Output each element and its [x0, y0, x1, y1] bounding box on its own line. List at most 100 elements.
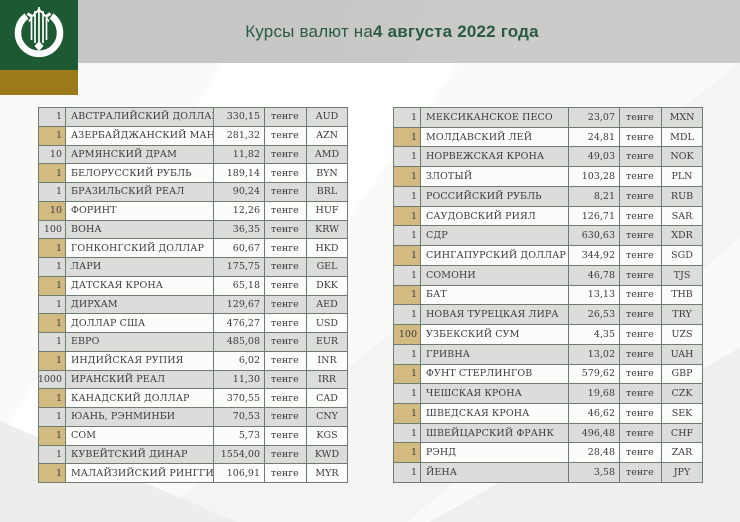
- rate-cell: 5,73: [214, 426, 265, 445]
- code-cell: BRL: [307, 183, 347, 201]
- table-row: 1 ДОЛЛАР США 476,27 тенге USD: [39, 314, 347, 333]
- rate-cell: 26,53: [569, 305, 620, 325]
- qty-cell: 1: [394, 147, 421, 167]
- table-row: 1 МЕКСИКАНСКОЕ ПЕСО 23,07 тенге MXN: [394, 108, 702, 128]
- qty-cell: 1: [394, 305, 421, 325]
- currency-name-cell: ФОРИНТ: [66, 201, 214, 220]
- table-row: 1 НОРВЕЖСКАЯ КРОНА 49,03 тенге NOK: [394, 147, 702, 168]
- rate-cell: 579,62: [569, 364, 620, 384]
- rate-cell: 46,78: [569, 265, 620, 285]
- code-cell: TJS: [662, 265, 702, 285]
- code-cell: HUF: [307, 201, 347, 220]
- code-cell: CAD: [307, 389, 347, 407]
- header-band: [0, 0, 740, 63]
- qty-cell: 1: [394, 463, 421, 482]
- code-cell: THB: [662, 285, 702, 305]
- table-row: 1 БЕЛОРУССКИЙ РУБЛЬ 189,14 тенге BYN: [39, 164, 347, 183]
- qty-cell: 1: [394, 186, 421, 206]
- table-row: 10 ФОРИНТ 12,26 тенге HUF: [39, 201, 347, 221]
- currency-name-cell: БАТ: [421, 285, 569, 305]
- table-row: 1 ЧЕШСКАЯ КРОНА 19,68 тенге CZK: [394, 384, 702, 405]
- unit-cell: тенге: [265, 426, 307, 445]
- code-cell: MDL: [662, 127, 702, 147]
- bank-logo: [0, 0, 78, 70]
- currency-name-cell: УЗБЕКСКИЙ СУМ: [421, 325, 569, 344]
- currency-name-cell: ВОНА: [66, 220, 214, 239]
- currency-name-cell: ШВЕЙЦАРСКИЙ ФРАНК: [421, 423, 569, 443]
- qty-cell: 1: [39, 276, 66, 295]
- qty-cell: 1: [39, 258, 66, 276]
- rate-cell: 1554,00: [214, 445, 265, 464]
- rate-cell: 476,27: [214, 314, 265, 332]
- table-row: 1 ФУНТ СТЕРЛИНГОВ 579,62 тенге GBP: [394, 364, 702, 385]
- currency-name-cell: ЧЕШСКАЯ КРОНА: [421, 384, 569, 404]
- unit-cell: тенге: [620, 384, 662, 404]
- unit-cell: тенге: [265, 295, 307, 314]
- code-cell: KGS: [307, 426, 347, 445]
- currency-name-cell: РОССИЙСКИЙ РУБЛЬ: [421, 186, 569, 206]
- rate-cell: 24,81: [569, 127, 620, 147]
- rate-cell: 630,63: [569, 226, 620, 246]
- code-cell: ZAR: [662, 443, 702, 463]
- qty-cell: 1: [394, 265, 421, 285]
- qty-cell: 1: [394, 246, 421, 265]
- code-cell: EUR: [307, 333, 347, 351]
- currency-name-cell: ГРИВНА: [421, 344, 569, 364]
- rate-cell: 46,62: [569, 404, 620, 423]
- table-row: 1 КУВЕЙТСКИЙ ДИНАР 1554,00 тенге KWD: [39, 445, 347, 465]
- qty-cell: 1: [39, 408, 66, 426]
- table-row: 1 МОЛДАВСКИЙ ЛЕЙ 24,81 тенге MDL: [394, 127, 702, 148]
- unit-cell: тенге: [620, 186, 662, 206]
- table-row: 1 СОМ 5,73 тенге KGS: [39, 426, 347, 446]
- rate-cell: 344,92: [569, 246, 620, 265]
- currency-name-cell: МОЛДАВСКИЙ ЛЕЙ: [421, 127, 569, 147]
- qty-cell: 100: [39, 220, 66, 239]
- unit-cell: тенге: [620, 305, 662, 325]
- code-cell: TRY: [662, 305, 702, 325]
- rate-cell: 36,35: [214, 220, 265, 239]
- code-cell: DKK: [307, 276, 347, 295]
- unit-cell: тенге: [620, 325, 662, 344]
- code-cell: MXN: [662, 108, 702, 127]
- table-row: 1 СИНГАПУРСКИЙ ДОЛЛАР 344,92 тенге SGD: [394, 246, 702, 266]
- rate-cell: 6,02: [214, 351, 265, 370]
- currency-name-cell: ЛАРИ: [66, 258, 214, 276]
- qty-cell: 1: [394, 206, 421, 226]
- unit-cell: тенге: [620, 108, 662, 127]
- rate-cell: 49,03: [569, 147, 620, 167]
- page-title-date: 4 августа 2022 года: [373, 21, 539, 41]
- qty-cell: 1: [394, 108, 421, 127]
- rate-cell: 370,55: [214, 389, 265, 407]
- code-cell: CNY: [307, 408, 347, 426]
- table-row: 1 КАНАДСКИЙ ДОЛЛАР 370,55 тенге CAD: [39, 389, 347, 408]
- unit-cell: тенге: [620, 364, 662, 384]
- qty-cell: 1: [39, 164, 66, 182]
- code-cell: AMD: [307, 145, 347, 164]
- qty-cell: 1: [394, 167, 421, 186]
- qty-cell: 1: [39, 426, 66, 445]
- qty-cell: 1: [39, 389, 66, 407]
- currency-name-cell: САУДОВСКИЙ РИЯЛ: [421, 206, 569, 226]
- unit-cell: тенге: [265, 464, 307, 482]
- table-row: 1 РОССИЙСКИЙ РУБЛЬ 8,21 тенге RUB: [394, 186, 702, 207]
- qty-cell: 1: [394, 127, 421, 147]
- unit-cell: тенге: [620, 423, 662, 443]
- unit-cell: тенге: [265, 389, 307, 407]
- unit-cell: тенге: [620, 344, 662, 364]
- currency-name-cell: ИРАНСКИЙ РЕАЛ: [66, 370, 214, 389]
- rate-cell: 106,91: [214, 464, 265, 482]
- code-cell: SAR: [662, 206, 702, 226]
- table-row: 1 ИНДИЙСКАЯ РУПИЯ 6,02 тенге INR: [39, 351, 347, 371]
- qty-cell: 1: [39, 445, 66, 464]
- table-row: 1 ДИРХАМ 129,67 тенге AED: [39, 295, 347, 315]
- table-row: 1 РЭНД 28,48 тенге ZAR: [394, 443, 702, 464]
- table-row: 1 БАТ 13,13 тенге THB: [394, 285, 702, 306]
- code-cell: KWD: [307, 445, 347, 464]
- code-cell: AZN: [307, 126, 347, 145]
- code-cell: AED: [307, 295, 347, 314]
- qty-cell: 1: [394, 344, 421, 364]
- qty-cell: 1: [394, 423, 421, 443]
- rate-cell: 3,58: [569, 463, 620, 482]
- code-cell: USD: [307, 314, 347, 332]
- rates-table-left: 1 АВСТРАЛИЙСКИЙ ДОЛЛАР 330,15 тенге AUD …: [38, 107, 348, 483]
